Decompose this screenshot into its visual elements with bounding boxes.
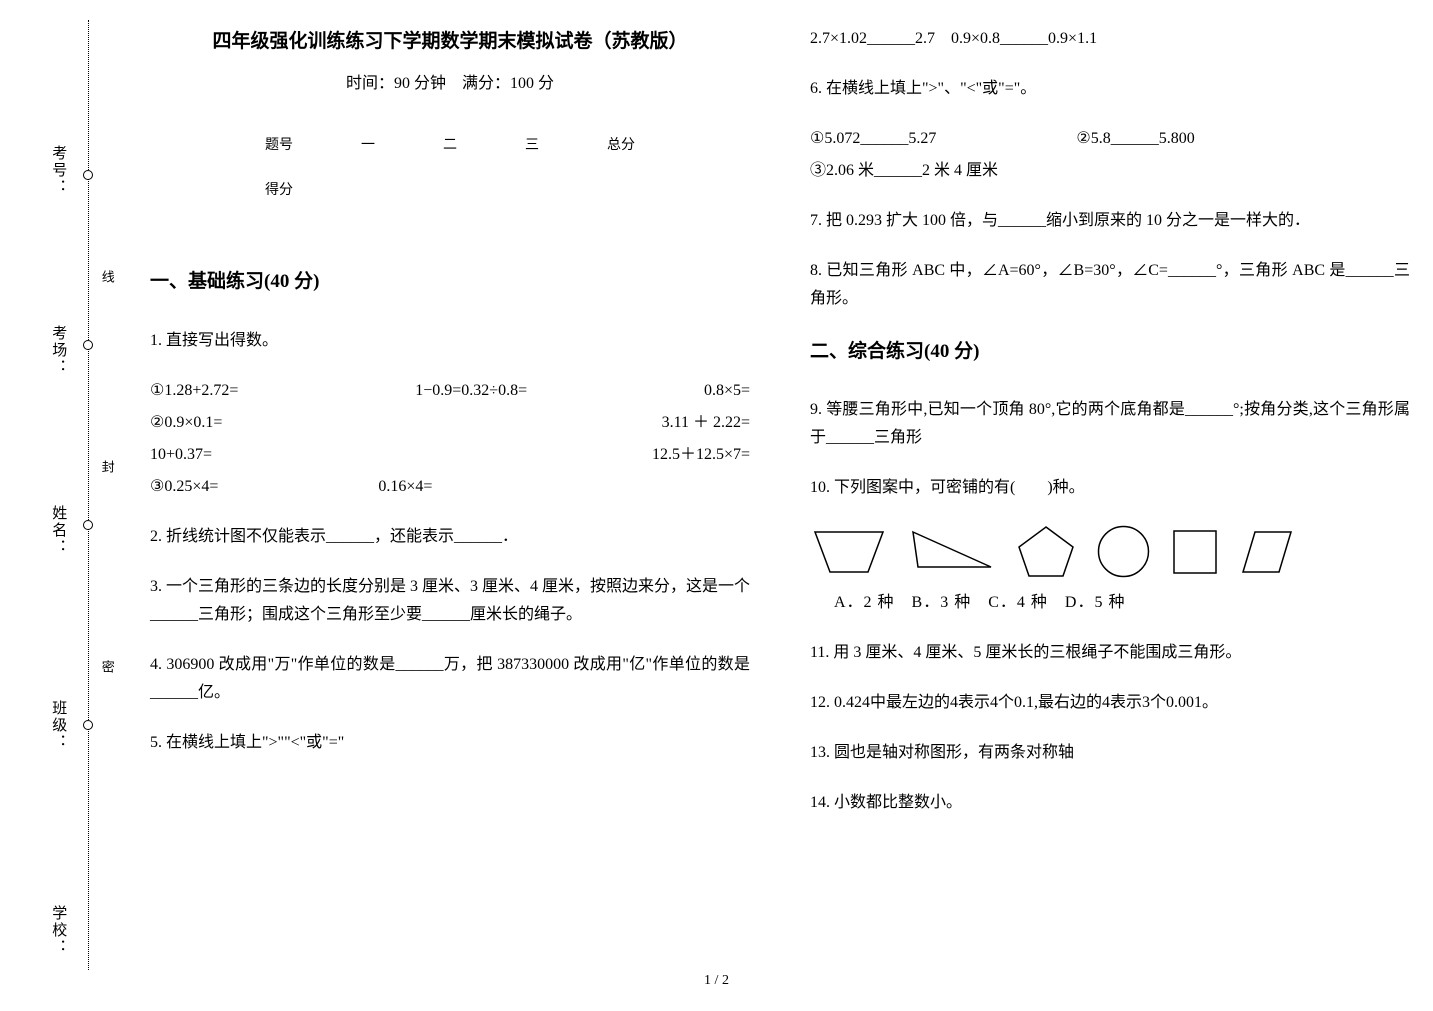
line-char: 封	[95, 460, 118, 487]
q1-heading: 1. 直接写出得数。	[150, 327, 750, 355]
th-one: 一	[327, 124, 409, 169]
q9: 9. 等腰三角形中,已知一个顶角 80°,它的两个底角都是______°;按角分…	[810, 396, 1410, 452]
label-seat: 考号：	[45, 145, 71, 196]
fold-circle-icon	[83, 340, 93, 350]
label-name: 姓名：	[45, 505, 71, 556]
th-three: 三	[491, 124, 573, 169]
label-room: 考场：	[45, 325, 71, 376]
q7: 7. 把 0.293 扩大 100 倍，与______缩小到原来的 10 分之一…	[810, 207, 1410, 235]
table-row: 得分	[231, 169, 669, 214]
fold-circle-icon	[83, 170, 93, 180]
seal-char: 密	[95, 660, 118, 687]
q5-line: 2.7×1.02______2.7 0.9×0.8______0.9×1.1	[810, 25, 1410, 53]
circle-icon	[1096, 524, 1151, 579]
q1-line1: ①1.28+2.72= 1−0.9=0.32÷0.8= 0.8×5=	[150, 377, 750, 405]
exam-subtitle: 时间：90 分钟 满分：100 分	[150, 70, 750, 98]
exam-title: 四年级强化训练练习下学期数学期末模拟试卷（苏教版）	[150, 25, 750, 58]
section-2-heading: 二、综合练习(40 分)	[810, 335, 1410, 368]
right-column: 2.7×1.02______2.7 0.9×0.8______0.9×1.1 6…	[810, 25, 1410, 839]
q4: 4. 306900 改成用"万"作单位的数是______万，把 38733000…	[150, 651, 750, 707]
q3: 3. 一个三角形的三条边的长度分别是 3 厘米、3 厘米、4 厘米，按照边来分，…	[150, 573, 750, 629]
q6-l1: ①5.072______5.27 ②5.8______5.800	[810, 125, 1410, 153]
q6-head: 6. 在横线上填上">"、"<"或"="。	[810, 75, 1410, 103]
fold-dotted-line	[88, 20, 89, 970]
cut-char: 线	[95, 270, 118, 297]
calc: ①1.28+2.72=	[150, 377, 238, 405]
page-content: 四年级强化训练练习下学期数学期末模拟试卷（苏教版） 时间：90 分钟 满分：10…	[150, 25, 1410, 839]
q6-l2: ③2.06 米______2 米 4 厘米	[810, 157, 1410, 185]
calc: 1−0.9=0.32÷0.8=	[415, 377, 527, 405]
calc: ②0.9×0.1=	[150, 409, 222, 437]
q11: 11. 用 3 厘米、4 厘米、5 厘米长的三根绳子不能围成三角形。	[810, 639, 1410, 667]
q6-1: ①5.072______5.27	[810, 125, 936, 153]
calc: 10+0.37=	[150, 441, 212, 469]
binding-sidebar: 学校： 班级： 姓名： 考场： 考号： 密 封 线	[0, 0, 120, 1011]
th-number: 题号	[231, 124, 327, 169]
parallelogram-icon	[1239, 527, 1295, 577]
q5-head: 5. 在横线上填上">""<"或"="	[150, 729, 750, 757]
table-row: 题号 一 二 三 总分	[231, 124, 669, 169]
calc: 3.11 ＋ 2.22=	[662, 409, 750, 437]
q10-options: A．2 种 B．3 种 C．4 种 D．5 种	[834, 589, 1410, 617]
left-column: 四年级强化训练练习下学期数学期末模拟试卷（苏教版） 时间：90 分钟 满分：10…	[150, 25, 750, 839]
page-number: 1 / 2	[704, 969, 729, 994]
label-school: 学校：	[45, 905, 71, 956]
q6-2: ②5.8______5.800	[1076, 125, 1194, 153]
q1-line2b: 10+0.37= 12.5＋12.5×7=	[150, 441, 750, 469]
q2: 2. 折线统计图不仅能表示______，还能表示______．	[150, 523, 750, 551]
q10-head: 10. 下列图案中，可密铺的有( )种。	[810, 474, 1410, 502]
square-icon	[1171, 528, 1219, 576]
q14: 14. 小数都比整数小。	[810, 789, 1410, 817]
pentagon-icon	[1016, 524, 1076, 579]
score-table: 题号 一 二 三 总分 得分	[231, 124, 669, 213]
trapezoid-icon	[810, 527, 888, 577]
calc: 0.16×4=	[378, 473, 432, 501]
shapes-row	[810, 524, 1410, 579]
th-score: 得分	[231, 169, 327, 214]
section-1-heading: 一、基础练习(40 分)	[150, 265, 750, 298]
calc: ③0.25×4=	[150, 473, 218, 501]
q8: 8. 已知三角形 ABC 中，∠A=60°，∠B=30°，∠C=______°，…	[810, 257, 1410, 313]
label-class: 班级：	[45, 700, 71, 751]
calc: 12.5＋12.5×7=	[652, 441, 750, 469]
q1-line2: ②0.9×0.1= 3.11 ＋ 2.22=	[150, 409, 750, 437]
fold-circle-icon	[83, 520, 93, 530]
q12: 12. 0.424中最左边的4表示4个0.1,最右边的4表示3个0.001。	[810, 689, 1410, 717]
th-two: 二	[409, 124, 491, 169]
q1-line3: ③0.25×4= 0.16×4=	[150, 473, 750, 501]
calc: 0.8×5=	[704, 377, 750, 405]
fold-circle-icon	[83, 720, 93, 730]
q13: 13. 圆也是轴对称图形，有两条对称轴	[810, 739, 1410, 767]
th-total: 总分	[573, 124, 669, 169]
triangle-icon	[908, 527, 996, 577]
